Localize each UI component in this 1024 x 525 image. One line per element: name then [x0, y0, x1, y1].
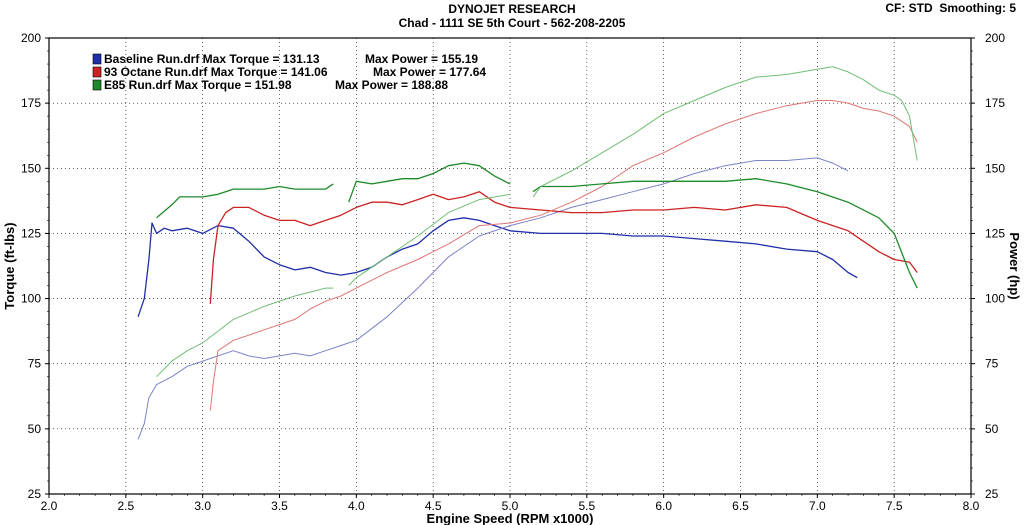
series-baseline-run-torque	[137, 217, 858, 318]
series-line-torque	[532, 178, 918, 289]
x-tick-label: 5.0	[502, 499, 519, 513]
y-tick-label: 50	[28, 422, 42, 436]
x-tick-label: 6.5	[732, 499, 749, 513]
y2-tick-label: 50	[985, 422, 999, 436]
series-line-power	[532, 66, 918, 198]
y-tick-label: 75	[28, 357, 42, 371]
x-tick-label: 8.0	[963, 499, 980, 513]
series-line-torque	[348, 162, 511, 203]
x-axis-ticks: 2.0 2.5 3.0 3.5 4.0 4.5 5.0 5.5 6.0 6.5 7.0 7.5 8.0	[41, 494, 980, 513]
y2-axis-ticks: 25 50 75 100 125 150 175 200	[971, 31, 1005, 501]
chart-subtitle: Chad - 1111 SE 5th Court - 562-208-2205	[398, 16, 626, 30]
legend-run-label: Baseline Run.drf Max Torque = 131.13	[104, 52, 320, 66]
series-line-power	[137, 157, 849, 440]
y-axis-ticks: 25 50 75 100 125 150 175 200	[21, 31, 49, 501]
legend-item-e85-run: E85 Run.drf Max Torque = 151.98 Max Power…	[92, 78, 448, 92]
y-tick-label: 125	[21, 226, 41, 240]
cf-label: CF: STD	[885, 1, 933, 15]
x-tick-label: 4.0	[348, 499, 365, 513]
series-93-octane-run-torque	[209, 191, 918, 304]
x-tick-label: 3.0	[194, 499, 211, 513]
legend: Baseline Run.drf Max Torque = 131.13 Max …	[92, 52, 486, 92]
y2-tick-label: 175	[985, 96, 1005, 110]
legend-power-label: Max Power = 155.19	[365, 52, 478, 66]
y-axis-label: Torque (ft-lbs)	[2, 222, 17, 309]
series-line-torque	[209, 191, 918, 304]
series-line-power	[156, 287, 334, 378]
chart-title: DYNOJET RESEARCH	[448, 2, 576, 16]
smoothing-label: Smoothing: 5	[939, 1, 1016, 15]
series-e85-run-power	[156, 66, 918, 378]
y2-tick-label: 150	[985, 161, 1005, 175]
x-tick-label: 2.5	[117, 499, 134, 513]
y2-tick-label: 75	[985, 357, 999, 371]
legend-power-label: Max Power = 177.64	[373, 65, 486, 79]
legend-power-label: Max Power = 188.88	[335, 78, 448, 92]
x-tick-label: 3.5	[271, 499, 288, 513]
y2-axis-label: Power (hp)	[1007, 232, 1022, 299]
legend-swatch	[92, 66, 102, 78]
legend-swatch	[92, 53, 102, 65]
series-e85-run-torque	[156, 162, 918, 289]
y-tick-label: 100	[21, 292, 41, 306]
grid-lines	[49, 38, 971, 494]
x-tick-label: 7.0	[809, 499, 826, 513]
y2-tick-label: 200	[985, 31, 1005, 45]
legend-swatch	[92, 79, 102, 91]
x-tick-label: 5.5	[578, 499, 595, 513]
x-tick-label: 4.5	[425, 499, 442, 513]
legend-item-baseline-run: Baseline Run.drf Max Torque = 131.13 Max …	[92, 52, 478, 66]
y2-tick-label: 125	[985, 226, 1005, 240]
series-line-torque	[156, 183, 334, 219]
legend-run-label: 93 Octane Run.drf Max Torque = 141.06	[104, 65, 328, 79]
y-tick-label: 150	[21, 161, 41, 175]
y-tick-label: 200	[21, 31, 41, 45]
x-tick-label: 2.0	[41, 499, 58, 513]
y-tick-label: 25	[28, 487, 42, 501]
series-layer	[137, 66, 918, 440]
legend-item-93-octane-run: 93 Octane Run.drf Max Torque = 141.06 Max…	[92, 65, 486, 79]
series-line-power	[209, 100, 918, 411]
series-93-octane-run-power	[209, 100, 918, 411]
series-line-power	[348, 193, 511, 286]
series-line-torque	[137, 217, 858, 318]
x-tick-label: 6.0	[655, 499, 672, 513]
y2-tick-label: 25	[985, 487, 999, 501]
legend-run-label: E85 Run.drf Max Torque = 151.98	[104, 78, 292, 92]
correction-info: CF: STD Smoothing: 5	[885, 1, 1016, 15]
y-tick-label: 175	[21, 96, 41, 110]
x-tick-label: 7.5	[886, 499, 903, 513]
x-axis-label: Engine Speed (RPM x1000)	[427, 511, 594, 525]
series-baseline-run-power	[137, 157, 849, 440]
y2-tick-label: 100	[985, 292, 1005, 306]
